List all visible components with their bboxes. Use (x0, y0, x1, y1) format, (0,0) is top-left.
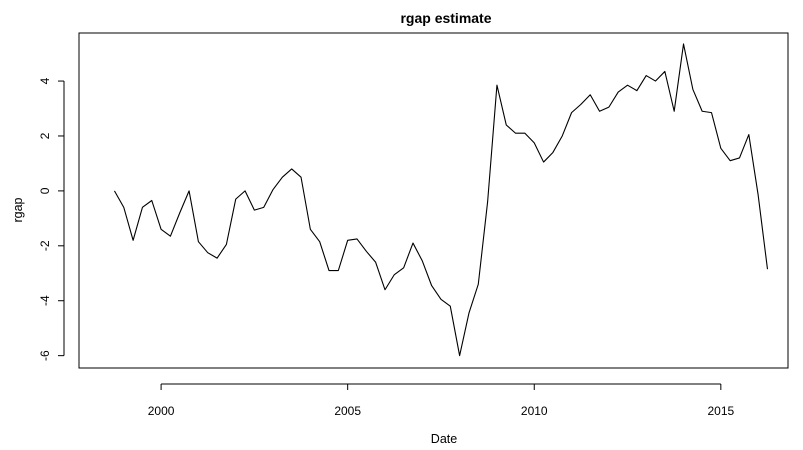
x-tick-label: 2005 (334, 404, 361, 418)
y-tick-label: -4 (38, 295, 52, 306)
chart-title: rgap estimate (400, 10, 491, 26)
y-tick-label: -6 (38, 350, 52, 361)
x-axis: 2000 2005 2010 2015 (148, 383, 735, 418)
y-tick-label: 0 (38, 187, 52, 194)
x-axis-label: Date (431, 432, 457, 446)
x-tick-label: 2000 (148, 404, 175, 418)
y-tick-label: -2 (38, 240, 52, 251)
y-axis: -6 -4 -2 0 2 4 (38, 77, 65, 361)
x-tick-label: 2015 (707, 404, 734, 418)
plot-frame (78, 32, 789, 369)
y-axis-label: rgap (11, 197, 25, 222)
y-tick-label: 2 (38, 132, 52, 139)
y-tick-label: 4 (38, 77, 52, 84)
x-tick-label: 2010 (521, 404, 548, 418)
rgap-series-line (113, 43, 769, 357)
